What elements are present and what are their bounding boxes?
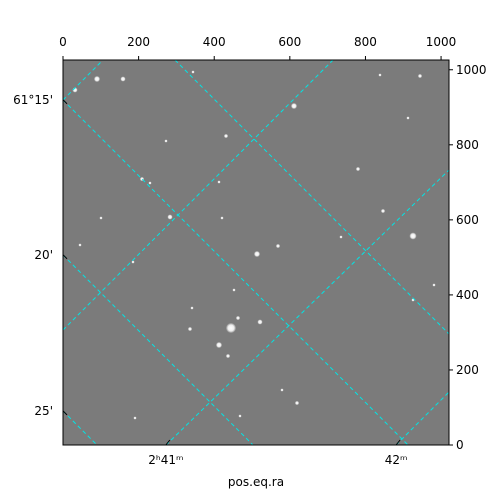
star — [220, 216, 224, 220]
ra-tick-label: 42ᵐ — [385, 453, 408, 467]
x-tick-label: 800 — [354, 35, 377, 49]
dec-tick-label: 61°15' — [13, 93, 53, 107]
dec-tick — [62, 410, 68, 416]
grid-line — [62, 254, 254, 446]
dec-tick-label: 25' — [34, 404, 53, 418]
grid-line — [165, 169, 450, 446]
dec-tick — [62, 99, 68, 105]
star — [224, 134, 228, 138]
grid-line — [62, 59, 334, 331]
star — [94, 76, 100, 82]
star — [226, 323, 236, 333]
star — [238, 414, 242, 418]
ra-tick — [165, 439, 171, 446]
coord-grid — [62, 59, 450, 446]
dec-tick — [62, 254, 68, 260]
grid-line — [174, 59, 450, 335]
star — [164, 139, 168, 143]
grid-line — [62, 410, 98, 446]
y-tick-label: 600 — [456, 213, 479, 227]
star — [78, 243, 82, 247]
x-tick-label: 600 — [278, 35, 301, 49]
x-tick-label: 0 — [59, 35, 67, 49]
ra-tick — [395, 439, 401, 446]
star — [257, 319, 263, 325]
star — [217, 180, 221, 184]
star — [148, 181, 152, 185]
ra-tick-label: 2ʰ41ᵐ — [148, 453, 183, 467]
star — [167, 214, 173, 220]
star — [356, 167, 360, 171]
star — [190, 306, 194, 310]
star — [216, 342, 222, 348]
star — [191, 70, 195, 74]
grid-line — [62, 59, 104, 101]
star — [295, 401, 299, 405]
frame — [62, 59, 450, 446]
star — [291, 103, 297, 109]
star — [236, 316, 240, 320]
y-tick-label: 0 — [456, 438, 464, 452]
star — [226, 354, 230, 358]
star — [254, 251, 260, 257]
star — [131, 260, 135, 264]
star — [120, 76, 126, 82]
star — [378, 73, 382, 77]
y-tick-label: 800 — [456, 138, 479, 152]
y-tick-label: 200 — [456, 363, 479, 377]
star — [418, 74, 422, 78]
x-axis-label: pos.eq.ra — [228, 475, 284, 489]
star — [232, 288, 236, 292]
dec-tick-label: 20' — [34, 248, 53, 262]
star — [432, 283, 436, 287]
x-tick-label: 200 — [127, 35, 150, 49]
star — [409, 232, 417, 240]
y-tick-label: 400 — [456, 288, 479, 302]
star — [276, 244, 280, 248]
x-tick-label: 1000 — [426, 35, 457, 49]
y-tick-label: 1000 — [456, 63, 487, 77]
star — [406, 116, 410, 120]
star — [133, 416, 137, 420]
star — [339, 235, 343, 239]
star — [188, 327, 192, 331]
star — [381, 209, 385, 213]
star — [280, 388, 284, 392]
grid-line — [62, 99, 409, 446]
stars — [72, 70, 436, 420]
star — [99, 216, 103, 220]
x-tick-label: 400 — [203, 35, 226, 49]
grid-line — [395, 391, 450, 446]
